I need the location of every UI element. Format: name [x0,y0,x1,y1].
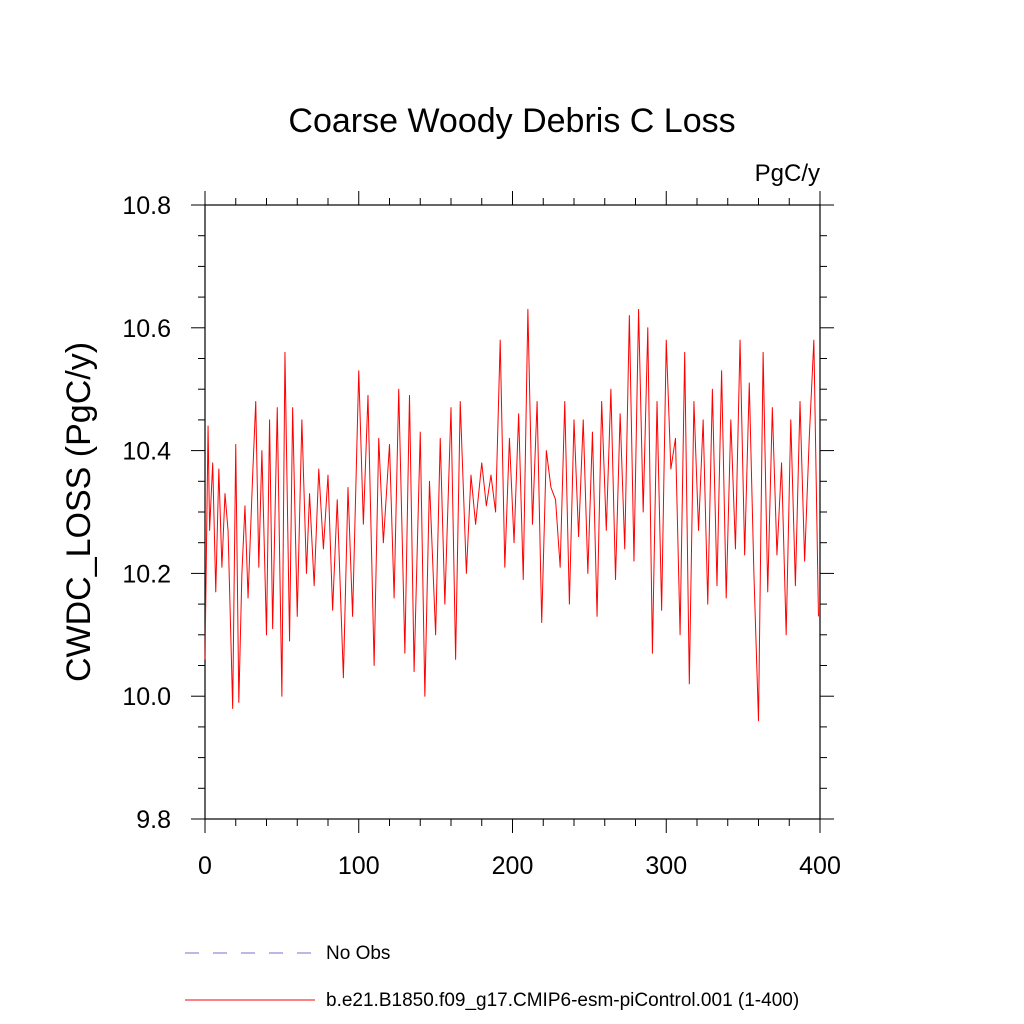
legend-label-no-obs: No Obs [326,943,390,964]
series-line-1 [204,308,819,722]
chart-title: Coarse Woody Debris C Loss [288,102,735,140]
y-tick-label: 9.8 [136,806,171,834]
x-tick-label: 200 [492,852,534,880]
legend: No Obs b.e21.B1850.f09_g17.CMIP6-esm-piC… [185,943,799,1011]
y-tick-label: 10.8 [122,192,171,220]
y-tick-label: 10.2 [122,560,171,588]
y-tick-label: 10.4 [122,438,171,466]
x-tick-label: 300 [645,852,687,880]
x-tick-label: 0 [198,852,212,880]
y-axis-label: CWDC_LOSS (PgC/y) [60,342,98,682]
y-tick-label: 10.6 [122,315,171,343]
units-label: PgC/y [755,160,820,187]
y-tick-label: 10.0 [122,683,171,711]
x-tick-label: 100 [338,852,380,880]
legend-label-picontrol: b.e21.B1850.f09_g17.CMIP6-esm-piControl.… [326,990,799,1011]
x-tick-label: 400 [799,852,841,880]
